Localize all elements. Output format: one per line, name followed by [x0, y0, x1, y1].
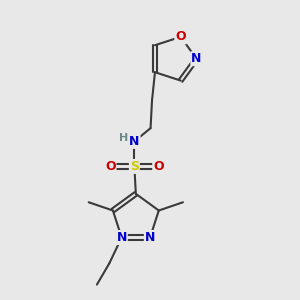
Text: N: N: [145, 231, 155, 244]
Text: O: O: [175, 30, 186, 44]
Text: H: H: [118, 133, 128, 143]
Text: O: O: [105, 160, 116, 173]
Text: N: N: [191, 52, 202, 65]
Text: S: S: [130, 160, 139, 173]
Text: O: O: [153, 160, 164, 173]
Text: N: N: [116, 231, 127, 244]
Text: N: N: [129, 135, 140, 148]
